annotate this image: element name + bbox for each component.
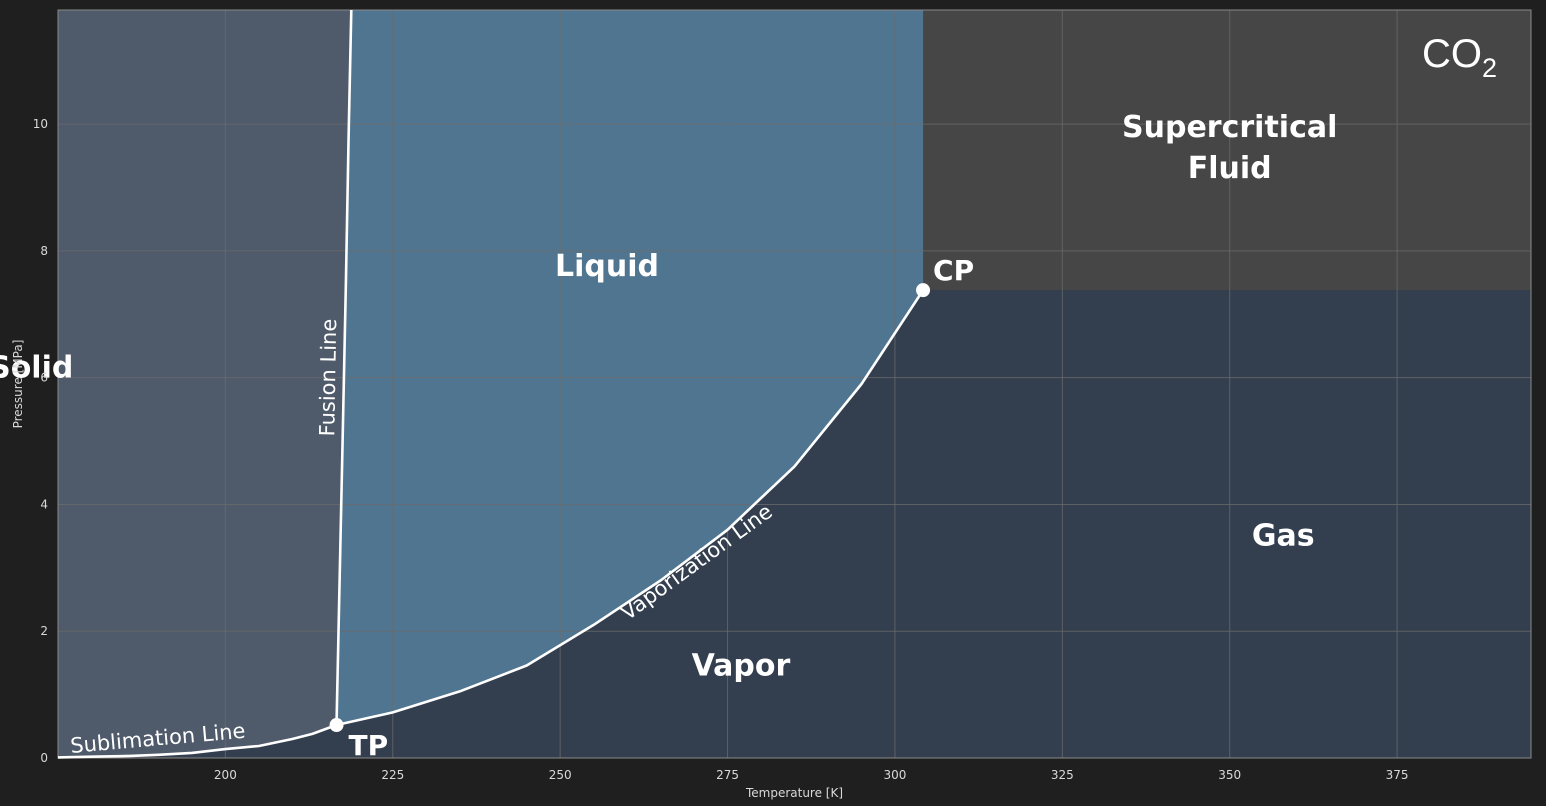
- chart-title: CO2: [1422, 32, 1497, 83]
- grid-layer: [57, 9, 1532, 759]
- point-label-tp: TP: [349, 729, 389, 762]
- regions-layer: [58, 10, 1531, 758]
- region-label-supercritical: Supercritical: [1122, 110, 1337, 145]
- y-tick-label: 0: [40, 751, 48, 765]
- liquid-region: [336, 10, 924, 725]
- region-label-gas: Gas: [1252, 519, 1315, 554]
- plot-frame: [57, 9, 1532, 759]
- region-label-solid: Solid: [0, 351, 73, 386]
- region-label-line2: Fluid: [1188, 151, 1272, 186]
- y-tick-label: 4: [40, 497, 48, 511]
- curves-layer: [57, 9, 925, 759]
- y-tick-label: 8: [40, 244, 48, 258]
- solid-region: [58, 10, 352, 758]
- vaporization-line: [336, 289, 925, 727]
- chart-title-main: CO: [1422, 32, 1482, 76]
- x-tick-label: 325: [1051, 768, 1074, 782]
- x-tick-label: 300: [883, 768, 906, 782]
- region-label-liquid: Liquid: [555, 249, 659, 284]
- point-tp: [329, 718, 344, 733]
- point-label-cp: CP: [933, 254, 974, 287]
- y-tick-label: 6: [40, 371, 48, 385]
- points-layer: [329, 283, 931, 733]
- x-tick-label: 375: [1386, 768, 1409, 782]
- ticks-layer: 200 225 250 275 300 325 350 375 0 2 4 6 8 10: [33, 117, 1409, 782]
- x-tick-label: 350: [1218, 768, 1241, 782]
- x-axis-label: Temperature [K]: [745, 786, 843, 800]
- y-tick-label: 10: [33, 117, 48, 131]
- fusion-line: [335, 9, 353, 726]
- fusion-line-label: Fusion Line: [315, 319, 341, 437]
- supercritical-region: [923, 10, 1531, 291]
- x-tick-label: 250: [549, 768, 572, 782]
- x-tick-label: 275: [716, 768, 739, 782]
- y-axis-label: Pressure [MPa]: [11, 340, 25, 429]
- point-cp: [916, 283, 931, 298]
- region-label-vapor: Vapor: [692, 649, 791, 684]
- y-tick-label: 2: [40, 624, 48, 638]
- chart-title-subscript: 2: [1482, 53, 1497, 83]
- sublimation-line: [57, 723, 337, 759]
- x-tick-label: 200: [214, 768, 237, 782]
- x-tick-label: 225: [381, 768, 404, 782]
